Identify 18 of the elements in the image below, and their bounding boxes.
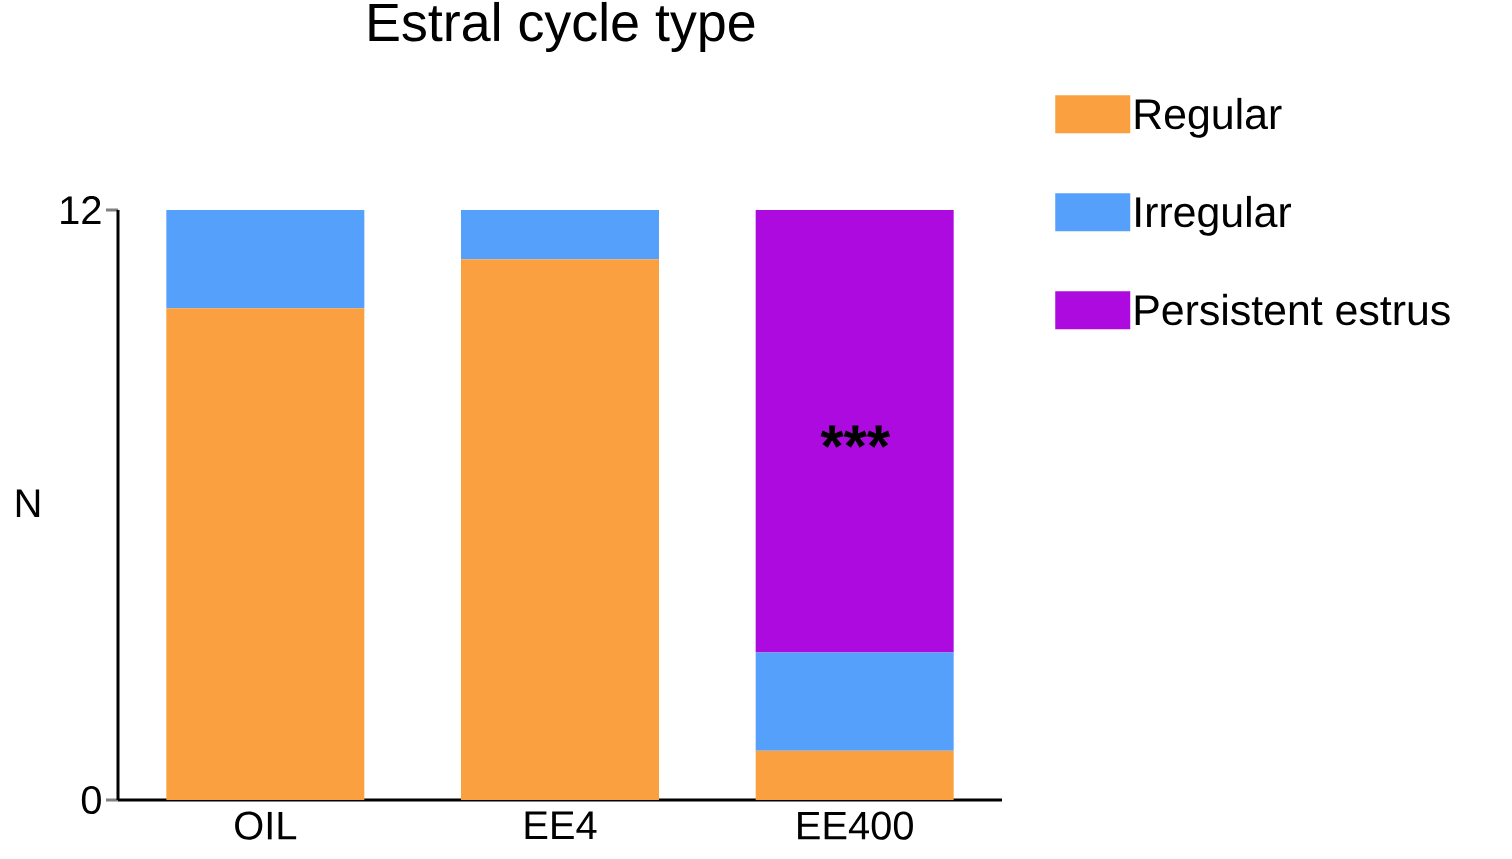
bar [755, 750, 954, 800]
x-tick-label: EE4 [525, 811, 597, 839]
y-tick-label: 0 [81, 785, 101, 815]
bar [755, 652, 954, 751]
y-axis-title: N [16, 489, 40, 517]
bar [166, 209, 365, 309]
bar [461, 209, 659, 260]
bar [166, 308, 365, 800]
annotation: *** [820, 425, 891, 448]
bar [755, 209, 954, 653]
legend-label: Persistent estrus [1135, 293, 1450, 326]
y-tick-label: 12 [61, 196, 101, 224]
x-tick-label: OIL [235, 811, 297, 840]
legend-label: Regular [1135, 97, 1282, 138]
bar [461, 259, 659, 800]
legend-label: Irregular [1136, 195, 1292, 236]
x-tick-label: EE400 [798, 811, 913, 840]
chart-title: Estral cycle type [369, 1, 755, 53]
